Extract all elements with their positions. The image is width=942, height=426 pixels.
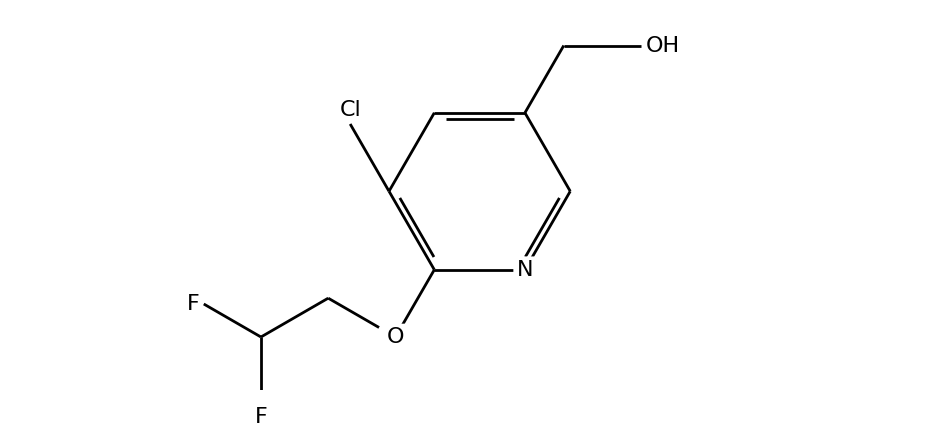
Text: O: O (387, 327, 404, 347)
Text: F: F (187, 294, 200, 314)
Text: OH: OH (646, 35, 680, 55)
Text: F: F (254, 407, 268, 426)
Text: N: N (517, 260, 533, 280)
Text: Cl: Cl (339, 100, 361, 120)
